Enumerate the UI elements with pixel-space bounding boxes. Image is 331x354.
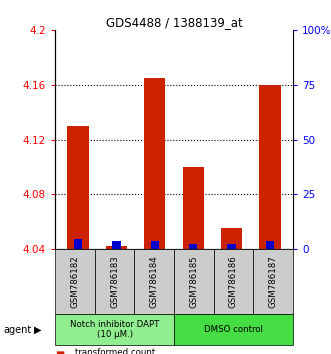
Bar [189,244,197,249]
Bar [112,241,120,249]
Text: GSM786185: GSM786185 [189,255,198,308]
Text: GSM786186: GSM786186 [229,255,238,308]
Bar [144,78,166,249]
Bar [260,85,281,249]
Text: GSM786183: GSM786183 [110,255,119,308]
Text: GSM786184: GSM786184 [150,255,159,308]
Bar [151,241,159,249]
Text: DMSO control: DMSO control [204,325,263,334]
Bar [68,126,89,249]
Text: Notch inhibitor DAPT
(10 μM.): Notch inhibitor DAPT (10 μM.) [70,320,159,339]
Bar [266,241,274,249]
Text: GSM786187: GSM786187 [269,255,278,308]
Text: GSM786182: GSM786182 [70,255,79,308]
Title: GDS4488 / 1388139_at: GDS4488 / 1388139_at [106,16,242,29]
Bar [106,246,127,249]
Bar [183,167,204,249]
Text: ▶: ▶ [34,325,42,335]
Text: ■: ■ [55,350,64,354]
Text: agent: agent [3,325,31,335]
Bar [227,244,236,249]
Text: transformed count: transformed count [75,348,155,354]
Bar [221,228,242,249]
Bar [74,239,82,249]
